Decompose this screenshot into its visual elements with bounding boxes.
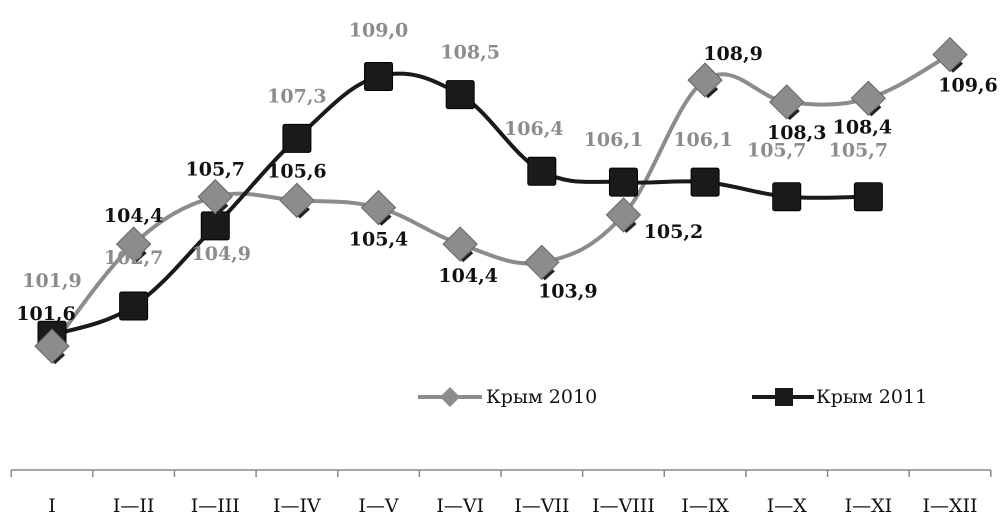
marker-krym-2010-shadow bbox=[950, 61, 964, 73]
data-label-krym-2010: 101,6 bbox=[16, 303, 76, 325]
legend: Крым 2010 Крым 2011 bbox=[418, 386, 927, 408]
marker-krym-2011 bbox=[527, 156, 557, 186]
data-label-krym-2011: 104,9 bbox=[192, 243, 252, 265]
x-tick-label: I—III bbox=[191, 495, 240, 517]
data-label-krym-2011: 106,4 bbox=[504, 118, 564, 140]
data-label-krym-2010: 104,4 bbox=[104, 205, 164, 227]
data-label-krym-2011: 106,1 bbox=[673, 129, 733, 151]
legend-label-krym-2011: Крым 2011 bbox=[816, 386, 927, 408]
marker-krym-2010 bbox=[442, 226, 478, 262]
marker-krym-2011 bbox=[364, 61, 394, 91]
marker-krym-2010 bbox=[360, 189, 397, 226]
data-label-krym-2011: 106,1 bbox=[584, 129, 644, 151]
data-label-krym-2010: 108,4 bbox=[833, 116, 893, 138]
legend-marker-krym-2011 bbox=[775, 388, 793, 406]
data-label-krym-2010: 109,6 bbox=[938, 75, 998, 97]
marker-krym-2010 bbox=[605, 197, 642, 233]
marker-krym-2010-shadow bbox=[869, 105, 882, 117]
marker-krym-2011 bbox=[119, 291, 149, 321]
x-tick-label: I—VII bbox=[514, 495, 569, 517]
marker-krym-2011 bbox=[445, 80, 475, 110]
marker-krym-2010 bbox=[34, 328, 70, 364]
marker-krym-2010 bbox=[115, 226, 152, 262]
data-label-krym-2010: 104,4 bbox=[438, 265, 498, 287]
legend-label-krym-2010: Крым 2010 bbox=[486, 386, 597, 408]
marker-krym-2010-shadow bbox=[216, 203, 229, 215]
series-lines bbox=[50, 52, 951, 348]
x-tick-label: I—V bbox=[358, 495, 399, 517]
x-tick-label: I—VIII bbox=[592, 495, 655, 517]
marker-krym-2010-shadow bbox=[461, 250, 474, 263]
data-label-krym-2011: 105,7 bbox=[747, 140, 807, 162]
x-tick-label: I—IV bbox=[273, 495, 321, 517]
marker-krym-2010 bbox=[932, 36, 968, 73]
marker-krym-2010 bbox=[524, 244, 560, 281]
data-label-krym-2010: 103,9 bbox=[538, 280, 598, 302]
data-label-krym-2011: 105,7 bbox=[829, 140, 889, 162]
marker-krym-2010 bbox=[850, 80, 887, 117]
marker-krym-2010-shadow bbox=[624, 221, 637, 234]
data-label-krym-2011: 101,9 bbox=[22, 270, 82, 292]
series-markers bbox=[34, 36, 968, 365]
data-label-krym-2010: 105,4 bbox=[349, 229, 409, 251]
legend-marker-krym-2010 bbox=[440, 387, 460, 407]
data-label-krym-2011: 109,0 bbox=[349, 19, 409, 41]
series-line-krym-2010 bbox=[50, 52, 951, 348]
data-label-krym-2010: 105,6 bbox=[267, 160, 327, 182]
marker-krym-2010 bbox=[279, 182, 315, 219]
marker-krym-2010-shadow bbox=[134, 250, 147, 263]
x-tick-label: I—X bbox=[767, 495, 808, 517]
marker-krym-2010-shadow bbox=[787, 108, 800, 121]
data-labels: 101,9 102,7 104,9 107,3 109,0 108,5 106,4 106,1… bbox=[16, 19, 998, 325]
data-label-krym-2010: 105,7 bbox=[186, 159, 246, 181]
marker-krym-2010-shadow bbox=[542, 269, 555, 281]
series-line-krym-2011 bbox=[51, 71, 869, 338]
marker-krym-2010 bbox=[769, 84, 805, 120]
data-label-krym-2010: 105,2 bbox=[644, 221, 704, 243]
data-label-krym-2011: 107,3 bbox=[267, 85, 327, 107]
data-label-krym-2011: 108,5 bbox=[440, 42, 500, 64]
data-label-krym-2011: 102,7 bbox=[104, 247, 164, 269]
data-label-krym-2010: 108,3 bbox=[767, 122, 827, 144]
x-tick-label: I bbox=[48, 495, 56, 517]
marker-krym-2010 bbox=[687, 62, 723, 98]
marker-krym-2010-shadow bbox=[52, 353, 66, 365]
x-tick-label: I—II bbox=[113, 495, 155, 517]
marker-krym-2010-shadow bbox=[379, 214, 392, 226]
marker-krym-2010-shadow bbox=[706, 86, 719, 99]
x-axis: I I—II I—III I—IV I—V I—VI I—VII I—VIII I—IX I—X I… bbox=[10, 469, 992, 517]
marker-krym-2011 bbox=[608, 167, 638, 197]
marker-krym-2010-shadow bbox=[297, 207, 310, 219]
marker-krym-2011 bbox=[282, 123, 312, 153]
data-label-krym-2010: 108,9 bbox=[703, 43, 763, 65]
marker-krym-2011 bbox=[772, 182, 802, 212]
marker-krym-2011 bbox=[690, 167, 720, 197]
x-tick-label: I—IX bbox=[681, 495, 729, 517]
x-tick-label: I—XII bbox=[922, 495, 977, 517]
marker-krym-2011 bbox=[853, 182, 883, 212]
marker-krym-2010 bbox=[197, 179, 233, 215]
x-tick-label: I—XI bbox=[845, 495, 893, 517]
marker-krym-2011 bbox=[200, 211, 230, 241]
x-tick-label: I—VI bbox=[436, 495, 484, 517]
